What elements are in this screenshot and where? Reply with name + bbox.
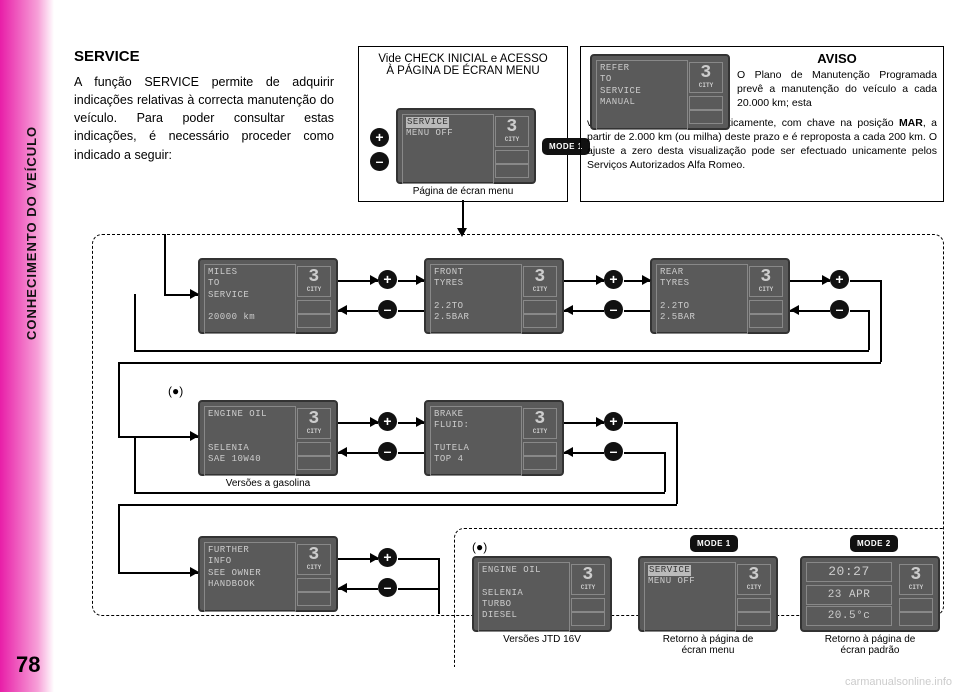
callout-line2: À PÁGINA DE ÉCRAN MENU bbox=[359, 65, 567, 77]
lcd-refer: REFER TO SERVICE MANUAL 3CITY bbox=[590, 54, 730, 130]
minus-button[interactable]: – bbox=[378, 442, 397, 461]
sidebar-title: CONHECIMENTO DO VEÍCULO bbox=[24, 126, 39, 340]
label-retorno-menu: Retorno à página de écran menu bbox=[636, 634, 780, 656]
lcd-service-menu: SERVICE MENU OFF 3CITY bbox=[396, 108, 536, 184]
lcd-clock: 20:27 23 APR 20.5°c 3CITY bbox=[800, 556, 940, 632]
aviso-text-top: O Plano de Manutenção Programada prevê a… bbox=[731, 68, 943, 116]
callout-line1: Vide CHECK INICIAL e ACESSO bbox=[359, 53, 567, 65]
minus-button[interactable]: – bbox=[370, 152, 389, 171]
lcd-oil-jtd: ENGINE OIL SELENIA TURBO DIESEL 3CITY bbox=[472, 556, 612, 632]
dot-label-jtd: (●) bbox=[472, 540, 487, 554]
lcd-menu-off: SERVICE MENU OFF 3CITY bbox=[638, 556, 778, 632]
body-text: A função SERVICE permite de adquirir ind… bbox=[74, 73, 334, 164]
mode2-button-bottom[interactable]: MODE 2 bbox=[850, 535, 898, 552]
minus-button[interactable]: – bbox=[604, 300, 623, 319]
lcd-oil-petrol: ENGINE OIL SELENIA SAE 10W40 3CITY bbox=[198, 400, 338, 476]
minus-button[interactable]: – bbox=[378, 300, 397, 319]
plus-button[interactable]: + bbox=[604, 270, 623, 289]
plus-button[interactable]: + bbox=[830, 270, 849, 289]
mode1-button-bottom[interactable]: MODE 1 bbox=[690, 535, 738, 552]
plus-button[interactable]: + bbox=[378, 412, 397, 431]
plus-button[interactable]: + bbox=[370, 128, 389, 147]
lcd-front-tyres: FRONT TYRES 2.2TO 2.5BAR 3CITY bbox=[424, 258, 564, 334]
page-number: 78 bbox=[16, 652, 40, 678]
plus-button[interactable]: + bbox=[378, 270, 397, 289]
minus-button[interactable]: – bbox=[378, 578, 397, 597]
lcd-further: FURTHER INFO SEE OWNER HANDBOOK 3CITY bbox=[198, 536, 338, 612]
plus-button[interactable]: + bbox=[378, 548, 397, 567]
label-jtd: Versões JTD 16V bbox=[472, 634, 612, 645]
callout-caption: Página de écran menu bbox=[359, 186, 567, 197]
minus-button[interactable]: – bbox=[604, 442, 623, 461]
plus-button[interactable]: + bbox=[604, 412, 623, 431]
lcd-miles: MILES TO SERVICE 20000 km 3CITY bbox=[198, 258, 338, 334]
aviso-title: AVISO bbox=[731, 51, 943, 66]
minus-button[interactable]: – bbox=[830, 300, 849, 319]
watermark: carmanualsonline.info bbox=[845, 676, 952, 688]
label-retorno-padrao: Retorno à página de écran padrão bbox=[798, 634, 942, 656]
label-gasolina: Versões a gasolina bbox=[198, 478, 338, 489]
dot-label-petrol: (●) bbox=[168, 384, 183, 398]
lcd-brake: BRAKE FLUID: TUTELA TOP 4 3CITY bbox=[424, 400, 564, 476]
lcd-rear-tyres: REAR TYRES 2.2TO 2.5BAR 3CITY bbox=[650, 258, 790, 334]
